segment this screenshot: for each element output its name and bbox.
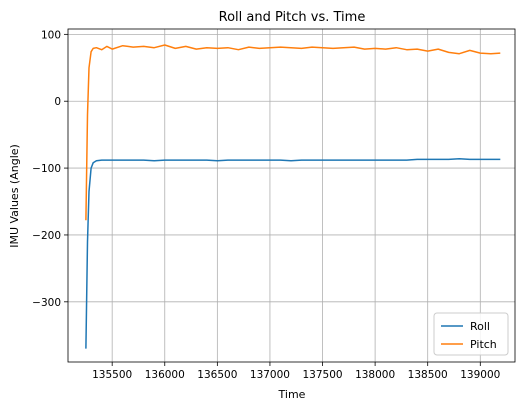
series-line-pitch bbox=[85, 44, 501, 221]
x-tick-label: 136500 bbox=[197, 369, 237, 381]
grid bbox=[68, 29, 515, 362]
legend-label-pitch: Pitch bbox=[470, 338, 497, 351]
legend: Roll Pitch bbox=[433, 312, 509, 356]
series-layer bbox=[85, 44, 501, 349]
y-tick-label: −300 bbox=[32, 297, 61, 309]
y-tick-label: 100 bbox=[41, 29, 61, 41]
plot-frame bbox=[67, 28, 516, 363]
y-tick-label: 0 bbox=[54, 96, 61, 108]
x-axis-label: Time bbox=[278, 388, 306, 401]
x-tick-label: 136000 bbox=[145, 369, 185, 381]
x-tick-label: 138500 bbox=[408, 369, 448, 381]
y-tick-label: −100 bbox=[32, 163, 61, 175]
series-line-roll bbox=[85, 157, 501, 349]
x-tick-label: 137000 bbox=[250, 369, 290, 381]
ticks: 135500 136000 136500 137000 137500 138000 1385… bbox=[32, 29, 500, 381]
legend-label-roll: Roll bbox=[470, 320, 490, 333]
x-tick-label: 137500 bbox=[302, 369, 342, 381]
x-tick-label: 139000 bbox=[460, 369, 500, 381]
y-axis-label: IMU Values (Angle) bbox=[8, 144, 21, 248]
x-tick-label: 138000 bbox=[355, 369, 395, 381]
y-tick-label: −200 bbox=[32, 230, 61, 242]
chart-title: Roll and Pitch vs. Time bbox=[219, 10, 366, 25]
x-tick-label: 135500 bbox=[92, 369, 132, 381]
